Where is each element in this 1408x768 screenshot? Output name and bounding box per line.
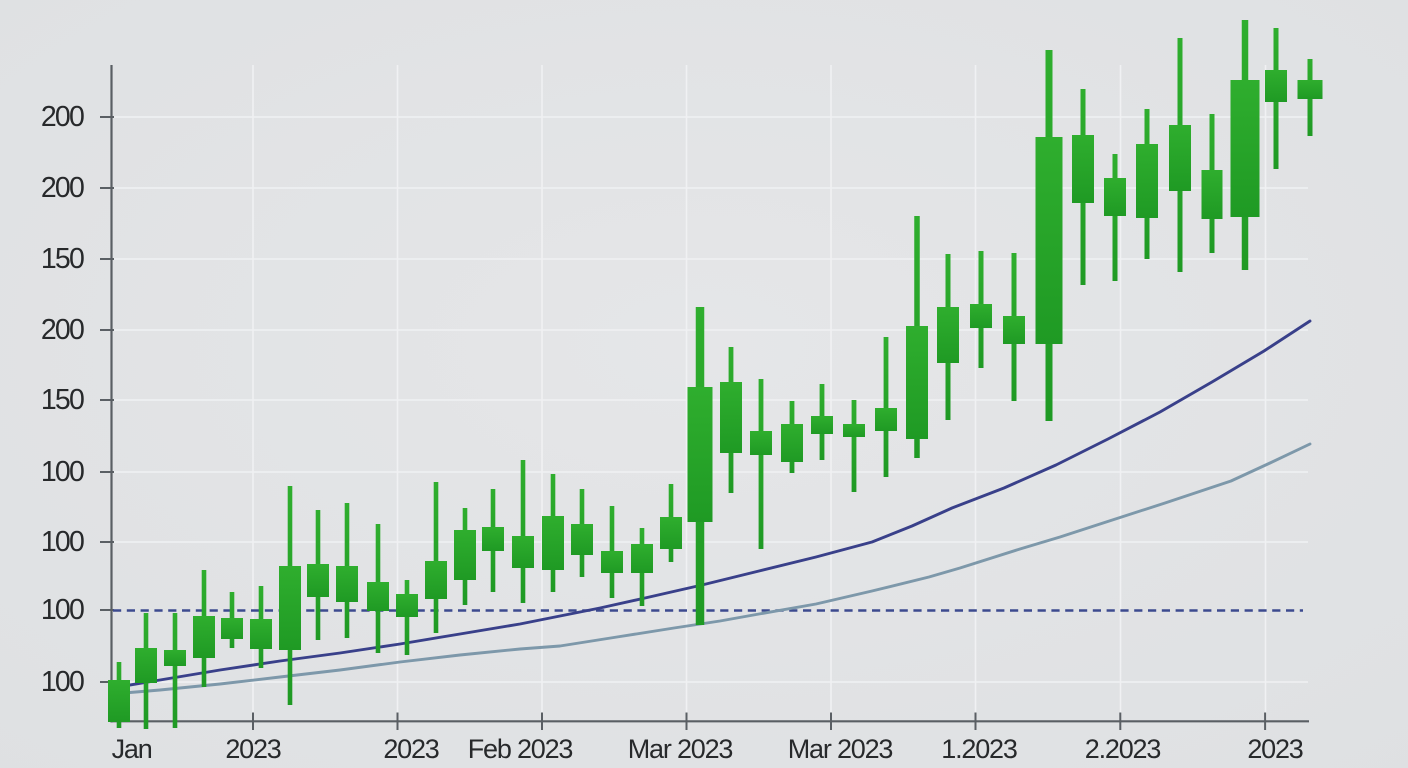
- svg-text:100: 100: [41, 594, 84, 626]
- svg-text:100: 100: [41, 526, 84, 558]
- svg-text:2023: 2023: [383, 734, 438, 764]
- svg-text:1.2023: 1.2023: [941, 734, 1017, 764]
- svg-text:100: 100: [41, 456, 84, 488]
- svg-text:2.2023: 2.2023: [1085, 734, 1161, 764]
- svg-text:Mar 2023: Mar 2023: [788, 734, 893, 764]
- svg-text:200: 200: [41, 314, 84, 346]
- svg-text:150: 150: [41, 243, 84, 275]
- svg-text:200: 200: [41, 172, 84, 204]
- svg-text:2023: 2023: [1247, 734, 1302, 764]
- svg-text:Mar 2023: Mar 2023: [628, 734, 733, 764]
- svg-text:Jan: Jan: [112, 734, 152, 764]
- svg-text:200: 200: [41, 101, 84, 133]
- svg-text:100: 100: [41, 666, 84, 698]
- svg-text:150: 150: [41, 384, 84, 416]
- svg-text:Feb 2023: Feb 2023: [468, 734, 573, 764]
- svg-text:2023: 2023: [225, 734, 280, 764]
